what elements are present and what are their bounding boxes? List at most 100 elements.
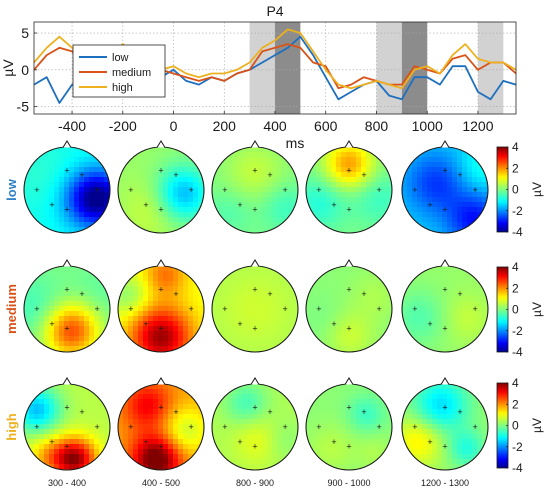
electrode-marker: + <box>442 204 447 214</box>
nose-marker <box>440 259 450 267</box>
topomap-medium-0: + + + + + + <box>23 259 111 353</box>
nose-marker <box>440 377 450 385</box>
topomap-low-1: + + + + + + <box>117 140 205 234</box>
nose-marker <box>250 140 260 148</box>
electrode-marker: + <box>252 323 257 333</box>
nose-marker <box>156 377 166 385</box>
colorbar-tick-label-1: 2 <box>512 397 519 411</box>
colorbar-tick-label-1: 2 <box>512 281 519 295</box>
topomap-low-2: + + + + + + <box>211 140 299 234</box>
electrode-marker: + <box>64 323 69 333</box>
electrode-marker: + <box>472 422 477 432</box>
electrode-marker: + <box>442 166 447 176</box>
electrode-marker: + <box>442 441 447 451</box>
electrode-marker: + <box>158 403 163 413</box>
electrode-marker: + <box>267 407 272 417</box>
nose-marker <box>62 140 72 148</box>
x-tick-label-5: 600 <box>314 118 338 134</box>
colorbar-tick-label-0: 4 <box>512 376 519 390</box>
electrode-marker: + <box>173 289 178 299</box>
colorbar-label: µV <box>530 418 544 433</box>
electrode-marker: + <box>34 185 39 195</box>
electrode-marker: + <box>442 403 447 413</box>
electrode-marker: + <box>79 170 84 180</box>
electrode-marker: + <box>457 170 462 180</box>
electrode-marker: + <box>376 304 381 314</box>
electrode-marker: + <box>316 304 321 314</box>
electrode-marker: + <box>427 319 432 329</box>
electrode-marker: + <box>222 185 227 195</box>
nose-marker <box>62 377 72 385</box>
electrode-marker: + <box>412 304 417 314</box>
nose-marker <box>156 259 166 267</box>
electrode-marker: + <box>472 304 477 314</box>
nose-marker <box>344 259 354 267</box>
electrode-marker: + <box>143 437 148 447</box>
topomap-field <box>118 384 204 470</box>
electrode-marker: + <box>346 204 351 214</box>
nose-marker <box>344 377 354 385</box>
topomap-medium-4: + + + + + + <box>401 259 489 353</box>
topomap-field <box>306 147 392 233</box>
x-tick-label-1: -200 <box>109 118 137 134</box>
topomap-field <box>24 384 110 470</box>
colorbar-high: 4 2 0 -2 -4 µV <box>496 376 544 475</box>
legend-label-high: high <box>112 82 133 94</box>
electrode-marker: + <box>316 422 321 432</box>
y-tick-label-1: 0 <box>21 62 29 78</box>
topomap-medium-3: + + + + + + <box>305 259 393 353</box>
nose-marker <box>250 377 260 385</box>
electrode-marker: + <box>346 441 351 451</box>
colorbar-low: 4 2 0 -2 -4 µV <box>496 140 544 239</box>
electrode-marker: + <box>128 304 133 314</box>
topomap-high-1: + + + + + + <box>117 377 205 471</box>
topomap-low-0: + + + + + + <box>23 140 111 234</box>
colorbar-tick-label-4: -4 <box>512 345 523 359</box>
row-label-medium: medium <box>4 284 19 334</box>
electrode-marker: + <box>64 166 69 176</box>
electrode-marker: + <box>158 441 163 451</box>
electrode-marker: + <box>282 422 287 432</box>
colorbar-tick-label-3: -2 <box>512 324 523 338</box>
electrode-marker: + <box>49 437 54 447</box>
colorbar-tick-label-1: 2 <box>512 161 519 175</box>
topomap-low-3: + + + + + + <box>305 140 393 234</box>
row-label-low: low <box>4 178 19 201</box>
electrode-marker: + <box>94 422 99 432</box>
electrode-marker: + <box>282 304 287 314</box>
electrode-marker: + <box>64 441 69 451</box>
highlight-window-1 <box>275 22 301 114</box>
topomap-field <box>402 266 488 352</box>
electrode-marker: + <box>267 170 272 180</box>
topomap-high-0: + + + + + + <box>23 377 111 471</box>
electrode-marker: + <box>252 166 257 176</box>
electrode-marker: + <box>346 285 351 295</box>
electrode-marker: + <box>237 319 242 329</box>
colorbar-tick-label-2: 0 <box>512 183 519 197</box>
electrode-marker: + <box>361 170 366 180</box>
electrode-marker: + <box>64 204 69 214</box>
nose-marker <box>250 259 260 267</box>
topomap-field <box>212 266 298 352</box>
window-label-3: 900 - 1000 <box>327 478 370 488</box>
electrode-marker: + <box>158 204 163 214</box>
legend-label-medium: medium <box>112 67 151 79</box>
colorbar-tick-label-4: -4 <box>512 225 523 239</box>
x-tick-label-4: 400 <box>263 118 287 134</box>
electrode-marker: + <box>158 285 163 295</box>
electrode-marker: + <box>173 407 178 417</box>
row-label-high: high <box>4 413 19 440</box>
colorbar-label: µV <box>530 182 544 197</box>
window-label-2: 800 - 900 <box>236 478 274 488</box>
colorbar-label: µV <box>530 302 544 317</box>
electrode-marker: + <box>94 185 99 195</box>
x-tick-label-3: 200 <box>213 118 237 134</box>
electrode-marker: + <box>64 403 69 413</box>
electrode-marker: + <box>412 422 417 432</box>
colorbar-tick-label-2: 0 <box>512 303 519 317</box>
colorbar-medium: 4 2 0 -2 -4 µV <box>496 260 544 359</box>
electrode-marker: + <box>49 319 54 329</box>
topomap-medium-1: + + + + + + <box>117 259 205 353</box>
waveform-plot: -400 -200 0 200 400 600 800 1000 1200 -5 0 5 P4 ms µV l… <box>0 3 517 151</box>
